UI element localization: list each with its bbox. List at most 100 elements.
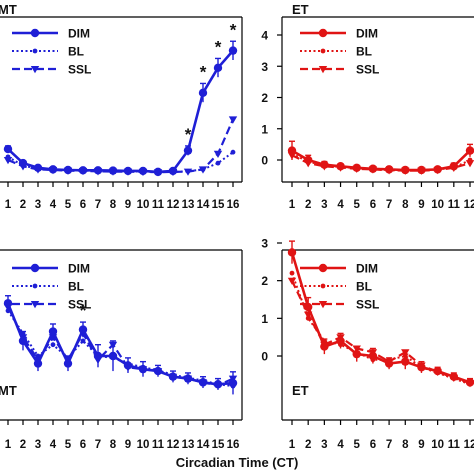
x-tick-label: 11 xyxy=(448,439,461,451)
x-tick-label: 7 xyxy=(386,199,392,211)
x-tick-label: 3 xyxy=(321,439,327,451)
y-tick-label: 3 xyxy=(261,237,268,251)
series-line-dim xyxy=(291,149,471,172)
x-tick-label: 7 xyxy=(386,439,392,451)
y-tick-label: 0 xyxy=(261,154,268,168)
data-point-dim xyxy=(33,359,43,368)
x-tick-label: 5 xyxy=(65,439,72,451)
x-tick-label: 3 xyxy=(321,199,327,211)
x-tick-label: 6 xyxy=(80,439,86,451)
series-line-bl xyxy=(291,272,471,386)
x-tick-label: 5 xyxy=(354,199,361,211)
y-tick-label: 1 xyxy=(261,122,268,136)
x-tick-label: 14 xyxy=(197,199,210,211)
data-point-bl xyxy=(200,166,206,172)
series-line-bl xyxy=(7,151,234,173)
x-tick-label: 7 xyxy=(95,199,101,211)
y-tick-label: 4 xyxy=(261,29,268,43)
data-point-dim xyxy=(93,166,103,175)
data-point-dim xyxy=(168,372,178,381)
x-tick-label: 14 xyxy=(197,439,210,451)
x-tick-label: 12 xyxy=(464,439,474,451)
data-point-ssl xyxy=(213,150,223,158)
legend-marker-ssl xyxy=(318,301,328,309)
panel-tag: ET xyxy=(292,2,309,17)
legend-label-bl: BL xyxy=(356,45,372,59)
x-tick-label: 2 xyxy=(305,199,311,211)
data-point-dim xyxy=(465,378,474,387)
data-point-dim xyxy=(449,372,459,381)
data-point-dim xyxy=(433,165,442,174)
significance-star: * xyxy=(230,20,237,39)
y-tick-label: 0 xyxy=(261,350,268,364)
x-tick-label: 6 xyxy=(370,199,376,211)
x-tick-label: 9 xyxy=(125,439,131,451)
data-point-dim xyxy=(63,359,73,368)
legend-marker-dim xyxy=(30,263,40,273)
y-tick-label: 2 xyxy=(261,91,268,105)
data-point-dim xyxy=(108,166,118,175)
x-tick-label: 6 xyxy=(80,199,86,211)
x-tick-label: 11 xyxy=(448,199,461,211)
series-line-ssl xyxy=(7,118,235,174)
data-point-dim xyxy=(198,378,208,387)
legend-marker-dim xyxy=(318,263,328,273)
data-point-dim xyxy=(3,299,13,308)
series-line-dim xyxy=(290,252,471,384)
legend-label-dim: DIM xyxy=(356,27,378,41)
data-point-bl xyxy=(80,338,86,344)
data-point-dim xyxy=(93,351,103,361)
legend-marker-ssl xyxy=(30,301,40,309)
data-point-dim xyxy=(417,363,426,372)
x-tick-label: 8 xyxy=(402,439,409,451)
data-point-dim xyxy=(48,165,58,174)
y-tick-label: 1 xyxy=(261,312,268,326)
legend-marker-dim xyxy=(318,28,328,38)
x-tick-label: 1 xyxy=(289,439,296,451)
legend-label-bl: BL xyxy=(68,45,84,59)
data-point-dim xyxy=(228,46,238,55)
x-tick-label: 9 xyxy=(418,439,424,451)
data-point-ssl xyxy=(3,157,13,165)
data-point-dim xyxy=(3,144,13,154)
data-point-dim xyxy=(417,165,426,175)
data-point-dim xyxy=(352,163,361,173)
series-line-dim xyxy=(7,49,234,174)
data-point-dim xyxy=(183,146,193,155)
data-point-dim xyxy=(123,166,133,176)
panel-tag: MT xyxy=(0,2,17,17)
data-point-dim xyxy=(384,165,394,174)
significance-star: * xyxy=(80,301,87,320)
legend-label-bl: BL xyxy=(68,280,84,294)
legend-label-bl: BL xyxy=(356,280,372,294)
data-point-bl xyxy=(185,168,191,174)
data-point-dim xyxy=(183,374,193,383)
x-tick-label: 11 xyxy=(152,439,165,451)
x-tick-label: 4 xyxy=(50,439,57,451)
x-tick-label: 13 xyxy=(182,199,195,211)
x-tick-label: 2 xyxy=(20,199,26,211)
data-point-dim xyxy=(213,380,223,389)
x-tick-label: 4 xyxy=(337,199,344,211)
legend-label-dim: DIM xyxy=(68,27,90,41)
data-point-dim xyxy=(401,165,410,175)
data-point-dim xyxy=(287,146,297,155)
data-point-dim xyxy=(48,327,58,336)
x-tick-label: 12 xyxy=(167,199,180,211)
x-tick-label: 15 xyxy=(212,439,225,451)
x-tick-label: 9 xyxy=(125,199,131,211)
x-tick-label: 9 xyxy=(418,199,424,211)
legend-label-ssl: SSL xyxy=(68,63,91,77)
data-point-dim xyxy=(401,357,410,366)
legend-marker-ssl xyxy=(30,66,40,74)
x-tick-label: 15 xyxy=(212,199,225,211)
data-point-dim xyxy=(336,336,345,346)
legend-marker-bl xyxy=(32,48,38,54)
data-point-dim xyxy=(449,162,459,171)
series-line-dim xyxy=(6,302,234,386)
data-point-dim xyxy=(168,166,178,176)
data-point-dim xyxy=(153,366,163,376)
